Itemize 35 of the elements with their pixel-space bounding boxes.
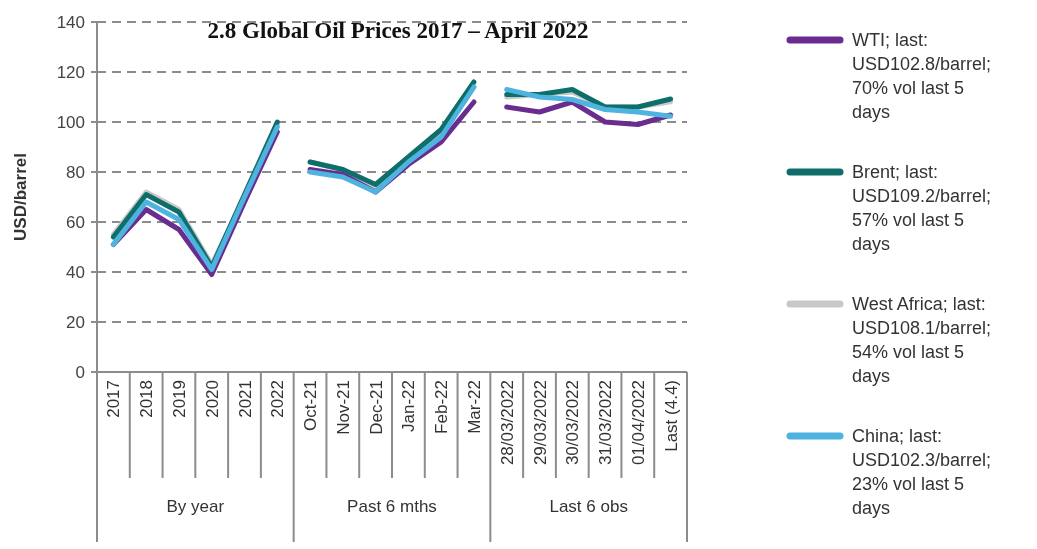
- text: By year: [166, 497, 225, 516]
- x-tick-label: Oct-21: [301, 380, 321, 432]
- legend-label: WTI; last: USD102.8/barrel; 70% vol last 5 days: [852, 30, 992, 122]
- x-tick-label: 31/03/2022: [596, 380, 616, 466]
- text: Past 6 mths: [347, 497, 437, 516]
- y-tick-label: 100: [56, 112, 85, 132]
- x-tick-label: 2017: [104, 380, 124, 418]
- x-tick-label: Mar-22: [464, 380, 484, 434]
- legend-label: Brent; last: USD109.2/barrel; 57% vol last 5 days: [852, 162, 992, 254]
- x-tick-label: 2022: [268, 380, 288, 418]
- chart-title: 2.8 Global Oil Prices 2017 – April 2022: [207, 18, 589, 43]
- x-tick-label: 2021: [235, 380, 255, 418]
- y-tick-label: 120: [56, 62, 85, 82]
- x-tick-label: Nov-21: [333, 380, 353, 435]
- x-tick-label: 2020: [202, 380, 222, 418]
- y-tick-label: 60: [66, 212, 85, 232]
- y-tick-label: 0: [75, 362, 85, 382]
- x-tick-label: 29/03/2022: [530, 380, 550, 466]
- x-tick-label: Feb-22: [432, 380, 452, 434]
- y-tick-label: 80: [66, 162, 85, 182]
- legend-label: China; last: USD102.3/barrel; 23% vol last 5 days: [852, 426, 992, 518]
- text: Last 6 obs: [549, 497, 628, 516]
- y-tick-label: 140: [56, 12, 85, 32]
- x-tick-label: Dec-21: [366, 380, 386, 435]
- legend-label: West Africa; last: USD108.1/barrel; 54% vol last 5 days: [852, 294, 992, 386]
- x-tick-label: 01/04/2022: [628, 380, 648, 466]
- x-tick-label: Jan-22: [399, 380, 419, 432]
- y-axis-title: USD/barrel: [11, 153, 30, 241]
- x-tick-label: 28/03/2022: [497, 380, 517, 466]
- x-tick-label: 2019: [169, 380, 189, 418]
- x-tick-label: 30/03/2022: [563, 380, 583, 466]
- x-tick-label: Last (4.4): [661, 380, 681, 452]
- y-tick-label: 20: [66, 312, 85, 332]
- y-tick-label: 40: [66, 262, 85, 282]
- x-tick-label: 2018: [137, 380, 157, 418]
